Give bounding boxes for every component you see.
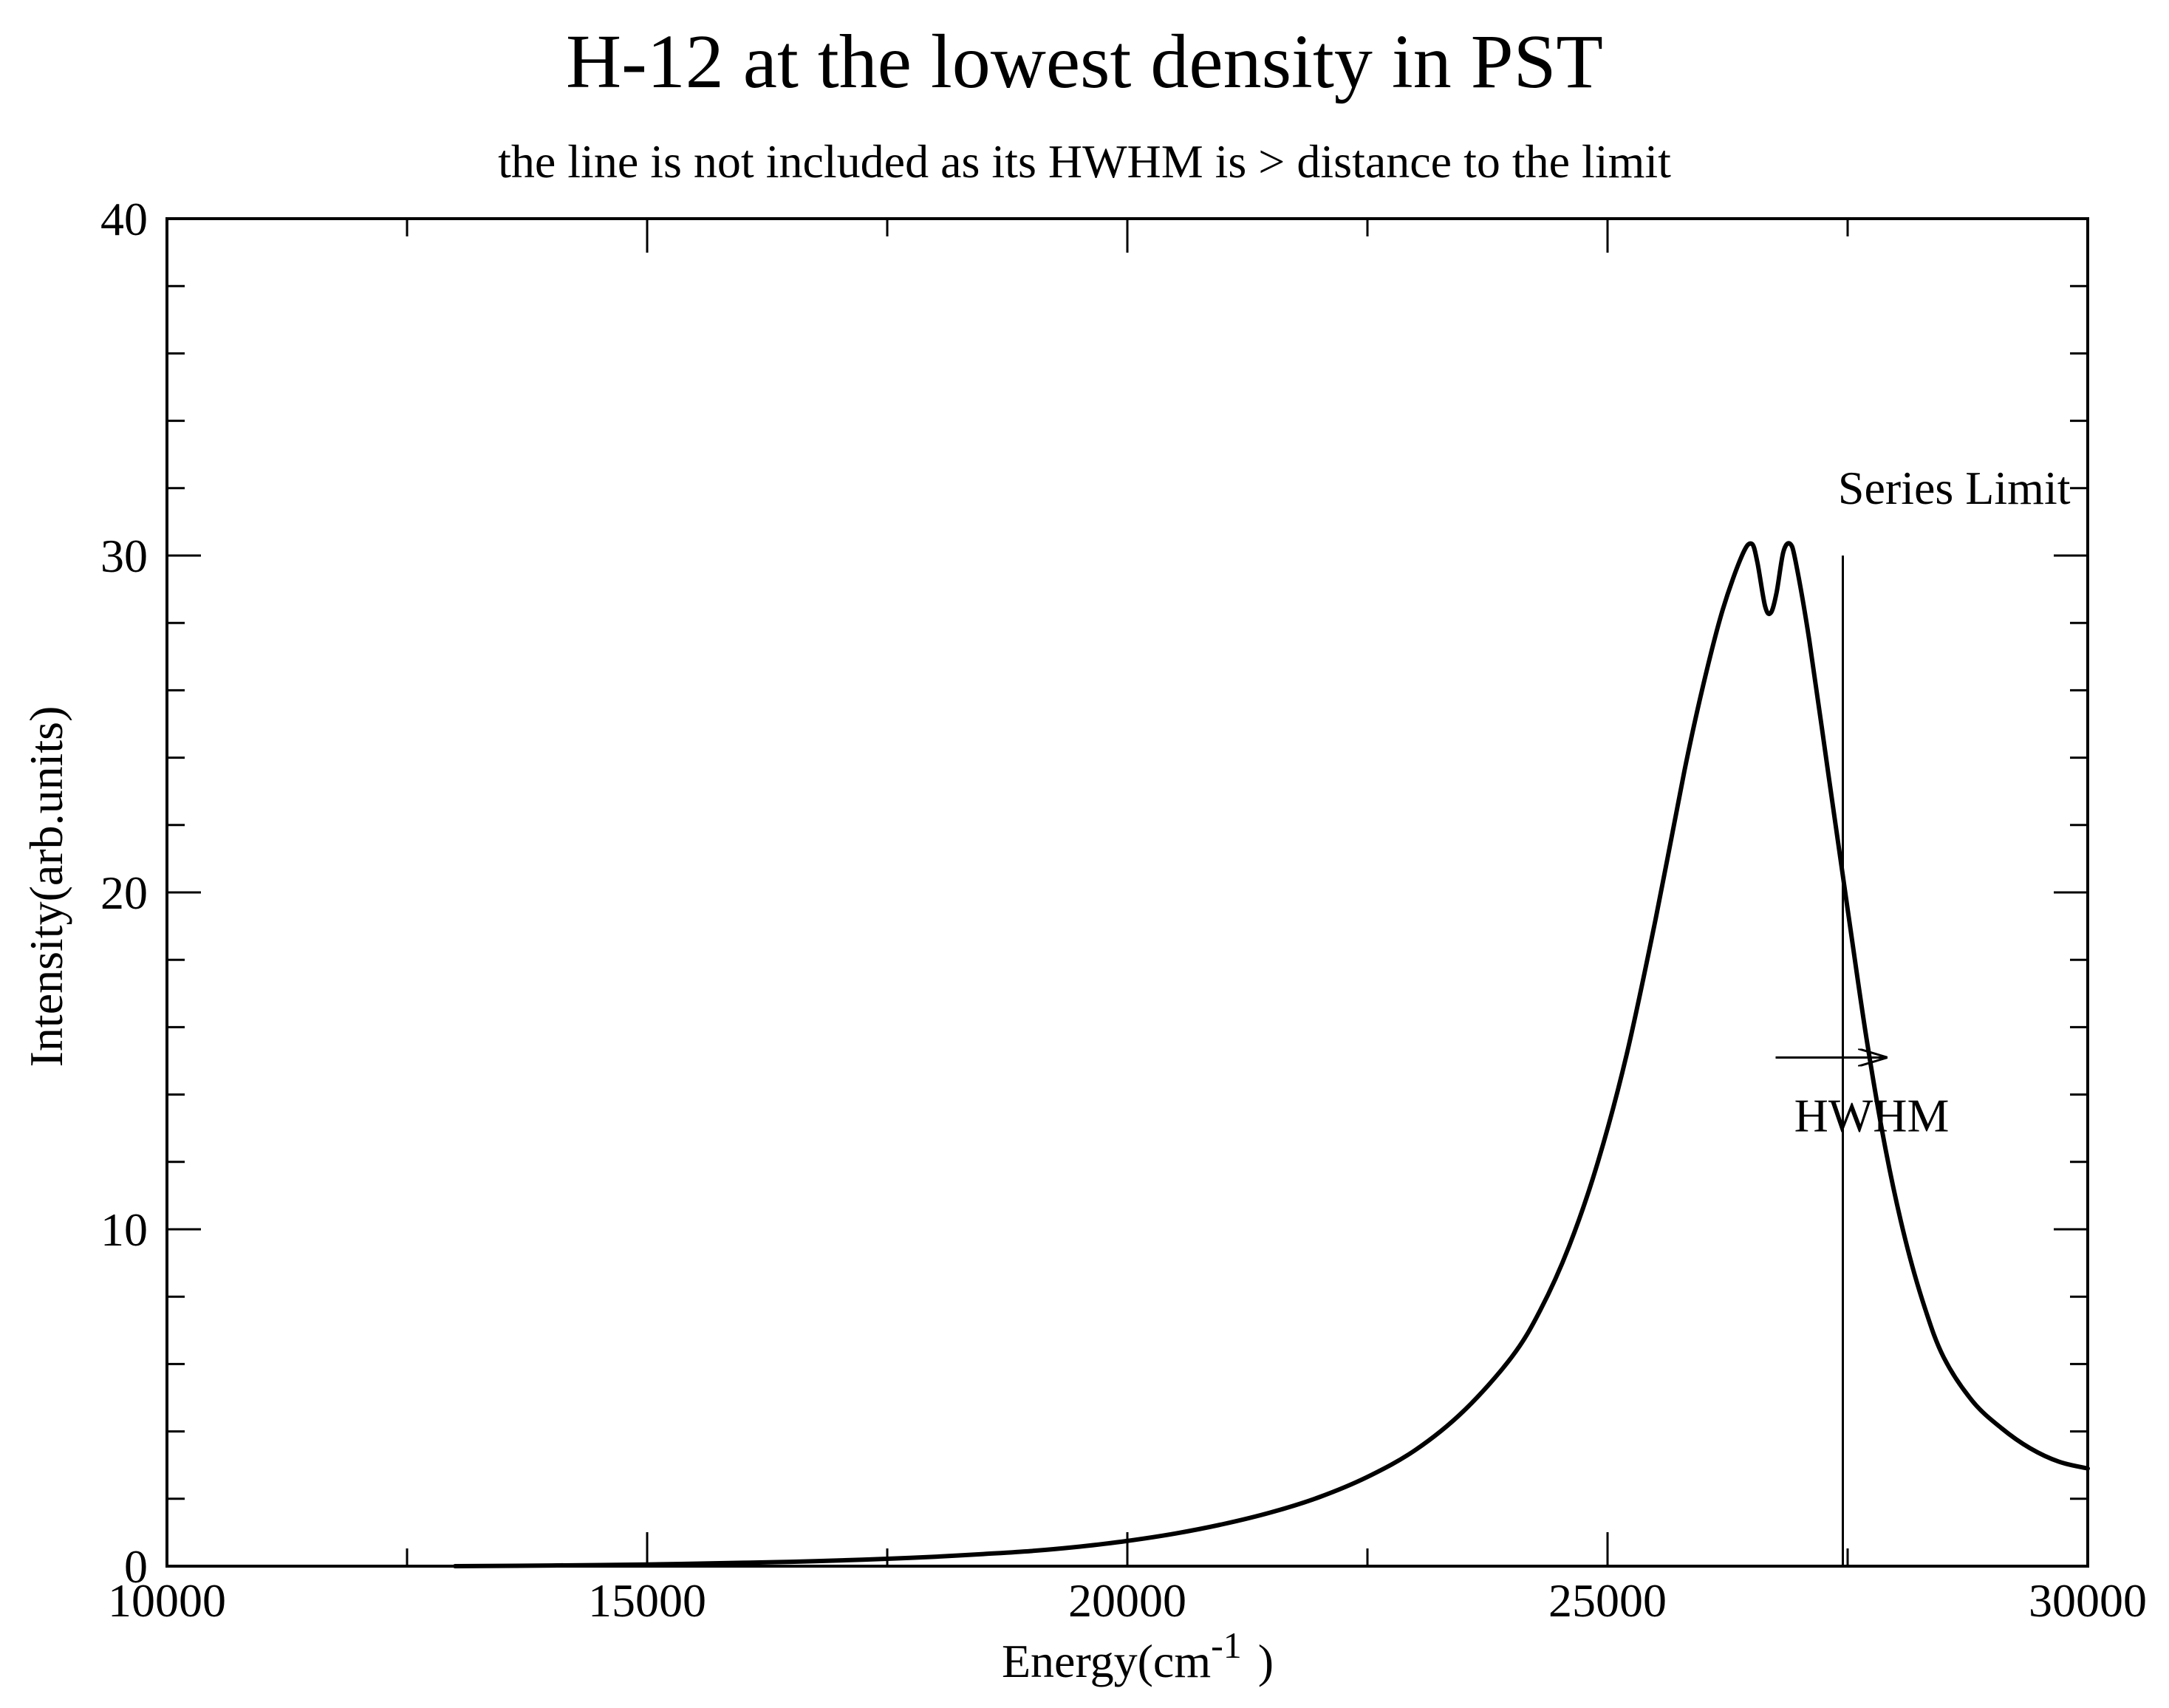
x-axis-tick-labels: 10000 15000 20000 25000 30000: [108, 1574, 2147, 1627]
plot-area: [165, 217, 2089, 1568]
x-tick-label: 30000: [2029, 1574, 2147, 1627]
chart-subtitle: the line is not included as its HWHM is …: [498, 135, 1671, 188]
series-group: [453, 541, 2090, 1568]
series-limit-label: Series Limit: [1838, 462, 2071, 514]
chart-title: H-12 at the lowest density in PST: [566, 19, 1603, 104]
y-axis-label: Intensity(arb.units): [20, 706, 72, 1068]
x-tick-label: 20000: [1068, 1574, 1186, 1627]
hwhm-label: HWHM: [1794, 1089, 1950, 1141]
annotations: Series Limit HWHM: [1775, 462, 2071, 1566]
x-tick-label: 10000: [108, 1574, 226, 1627]
y-tick-label: 0: [124, 1540, 148, 1593]
x-axis-label-main: Energy(cm: [1002, 1635, 1211, 1687]
x-tick-label: 15000: [588, 1574, 706, 1627]
y-axis-tick-labels: 0 10 20 30 40: [100, 193, 148, 1593]
y-tick-label: 40: [100, 193, 148, 245]
series-line: [453, 541, 2090, 1568]
x-axis-label-suffix: ): [1258, 1635, 1274, 1687]
plot-frame: [165, 217, 2089, 1568]
y-tick-label: 30: [100, 530, 148, 582]
y-tick-label: 10: [100, 1203, 148, 1256]
y-axis-ticks: [167, 217, 2088, 1568]
y-tick-label: 20: [100, 867, 148, 919]
x-axis-ticks: [165, 219, 2089, 1566]
x-axis-label: Energy(cm-1): [1002, 1625, 1274, 1687]
x-tick-label: 25000: [1548, 1574, 1667, 1627]
x-axis-label-superscript: -1: [1211, 1625, 1242, 1666]
